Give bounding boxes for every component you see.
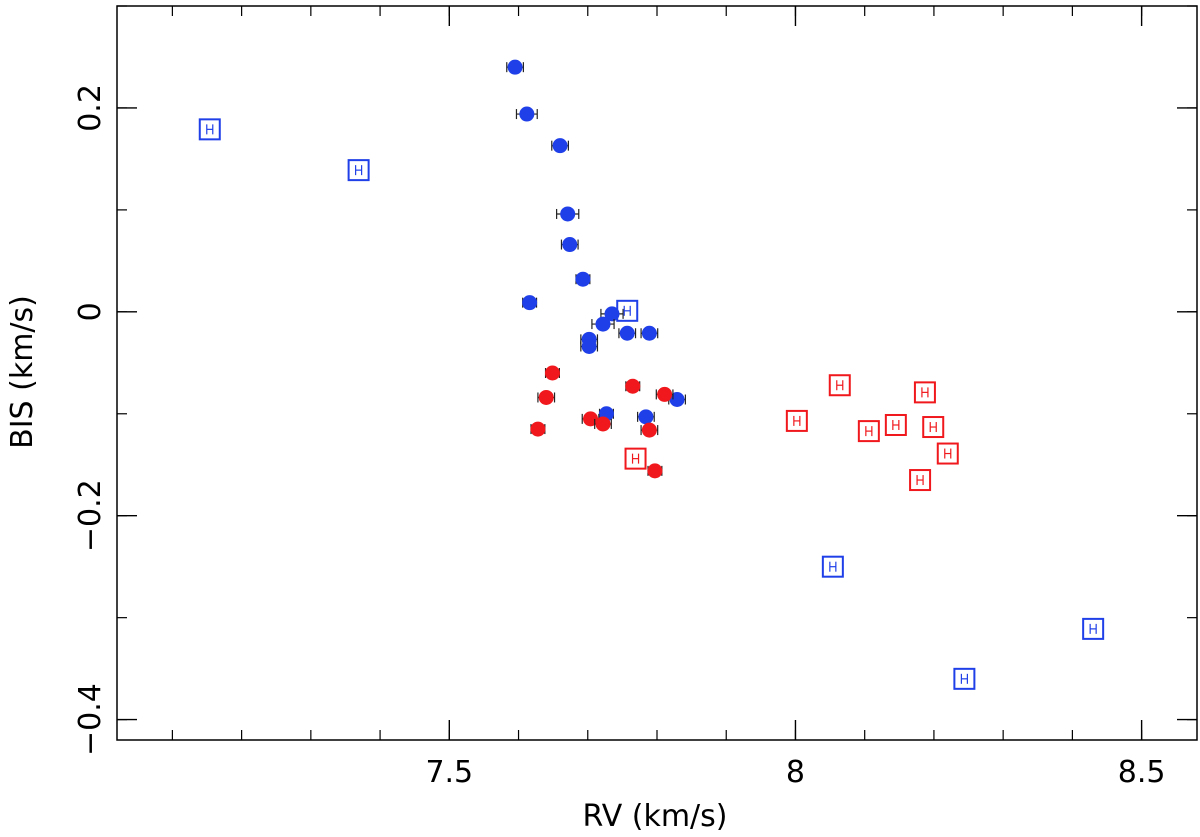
point-marker bbox=[624, 447, 647, 470]
point-marker bbox=[198, 118, 221, 141]
point-marker bbox=[522, 295, 538, 311]
blue-filled-circles-point bbox=[640, 325, 659, 341]
plot-frame bbox=[116, 5, 1198, 741]
axis-ticks: 7.5 8 8.5 0.2 0 −0.2 −0.4 bbox=[73, 5, 1197, 790]
red-filled-circles-point bbox=[594, 416, 612, 432]
axis-labels: RV (km/s) BIS (km/s) bbox=[5, 295, 728, 834]
point-marker bbox=[913, 381, 936, 404]
point-marker bbox=[641, 422, 657, 438]
point-marker bbox=[1082, 617, 1105, 640]
red-filled-circles-point bbox=[655, 386, 674, 402]
point-marker bbox=[595, 316, 611, 332]
blue-open-squares-point bbox=[616, 299, 639, 322]
point-marker bbox=[884, 413, 907, 436]
point-marker bbox=[595, 416, 611, 432]
y-tick-label: −0.4 bbox=[73, 683, 108, 756]
blue-filled-circles-point bbox=[637, 409, 655, 425]
red-filled-circles-point bbox=[640, 422, 659, 438]
point-marker bbox=[821, 555, 844, 578]
x-tick-label: 7.5 bbox=[425, 755, 473, 790]
point-marker bbox=[560, 206, 576, 222]
red-open-squares-point bbox=[909, 469, 932, 492]
point-marker bbox=[953, 667, 976, 690]
y-tick-label: 0.2 bbox=[73, 84, 108, 132]
point-marker bbox=[519, 106, 535, 122]
point-marker bbox=[909, 469, 932, 492]
point-marker bbox=[922, 416, 945, 439]
point-marker bbox=[625, 378, 641, 394]
x-axis-label: RV (km/s) bbox=[582, 799, 727, 834]
plot-border bbox=[116, 5, 1198, 741]
blue-filled-circles-point bbox=[522, 295, 538, 311]
point-marker bbox=[619, 325, 635, 341]
red-open-squares-point bbox=[922, 416, 945, 439]
point-marker bbox=[936, 442, 959, 465]
point-marker bbox=[616, 299, 639, 322]
blue-filled-circles-point bbox=[556, 206, 580, 222]
x-tick-label: 8 bbox=[786, 755, 805, 790]
blue-open-squares-point bbox=[1082, 617, 1105, 640]
y-axis-label: BIS (km/s) bbox=[5, 295, 40, 449]
point-marker bbox=[657, 386, 673, 402]
red-filled-circles-point bbox=[537, 389, 556, 405]
point-marker bbox=[647, 463, 663, 479]
blue-filled-circles-point bbox=[560, 237, 579, 253]
red-open-squares-point bbox=[785, 409, 808, 432]
red-filled-circles-point bbox=[530, 421, 546, 437]
blue-open-squares-point bbox=[953, 667, 976, 690]
blue-open-squares-point bbox=[347, 159, 370, 182]
blue-filled-circles-point bbox=[551, 138, 569, 154]
blue-open-squares-point bbox=[821, 555, 844, 578]
point-marker bbox=[538, 389, 554, 405]
red-open-squares-point bbox=[936, 442, 959, 465]
red-open-squares-point bbox=[913, 381, 936, 404]
point-marker bbox=[552, 138, 568, 154]
data-points bbox=[198, 59, 1105, 690]
blue-open-squares-point bbox=[198, 118, 221, 141]
point-marker bbox=[785, 409, 808, 432]
point-marker bbox=[347, 159, 370, 182]
red-filled-circles-point bbox=[544, 365, 560, 381]
y-tick-label: 0 bbox=[73, 302, 108, 321]
point-marker bbox=[857, 420, 880, 443]
red-open-squares-point bbox=[857, 420, 880, 443]
red-filled-circles-point bbox=[647, 463, 663, 479]
blue-filled-circles-point bbox=[580, 338, 599, 354]
red-filled-circles-point bbox=[625, 378, 641, 394]
point-marker bbox=[641, 325, 657, 341]
red-open-squares-point bbox=[828, 374, 851, 397]
blue-filled-circles-point bbox=[575, 271, 591, 287]
point-marker bbox=[562, 237, 578, 253]
point-marker bbox=[604, 306, 620, 322]
point-marker bbox=[544, 365, 560, 381]
point-marker bbox=[828, 374, 851, 397]
red-open-squares-point bbox=[884, 413, 907, 436]
blue-filled-circles-point bbox=[618, 325, 637, 341]
point-marker bbox=[581, 338, 597, 354]
red-open-squares-point bbox=[624, 447, 647, 470]
point-marker bbox=[530, 421, 546, 437]
blue-filled-circles-point bbox=[515, 106, 538, 122]
blue-filled-circles-point bbox=[600, 306, 624, 322]
y-tick-label: −0.2 bbox=[73, 479, 108, 552]
x-tick-label: 8.5 bbox=[1118, 755, 1166, 790]
blue-filled-circles-point bbox=[591, 316, 615, 332]
point-marker bbox=[507, 59, 523, 75]
point-marker bbox=[638, 409, 654, 425]
point-marker bbox=[575, 271, 591, 287]
blue-filled-circles-point bbox=[506, 59, 524, 75]
